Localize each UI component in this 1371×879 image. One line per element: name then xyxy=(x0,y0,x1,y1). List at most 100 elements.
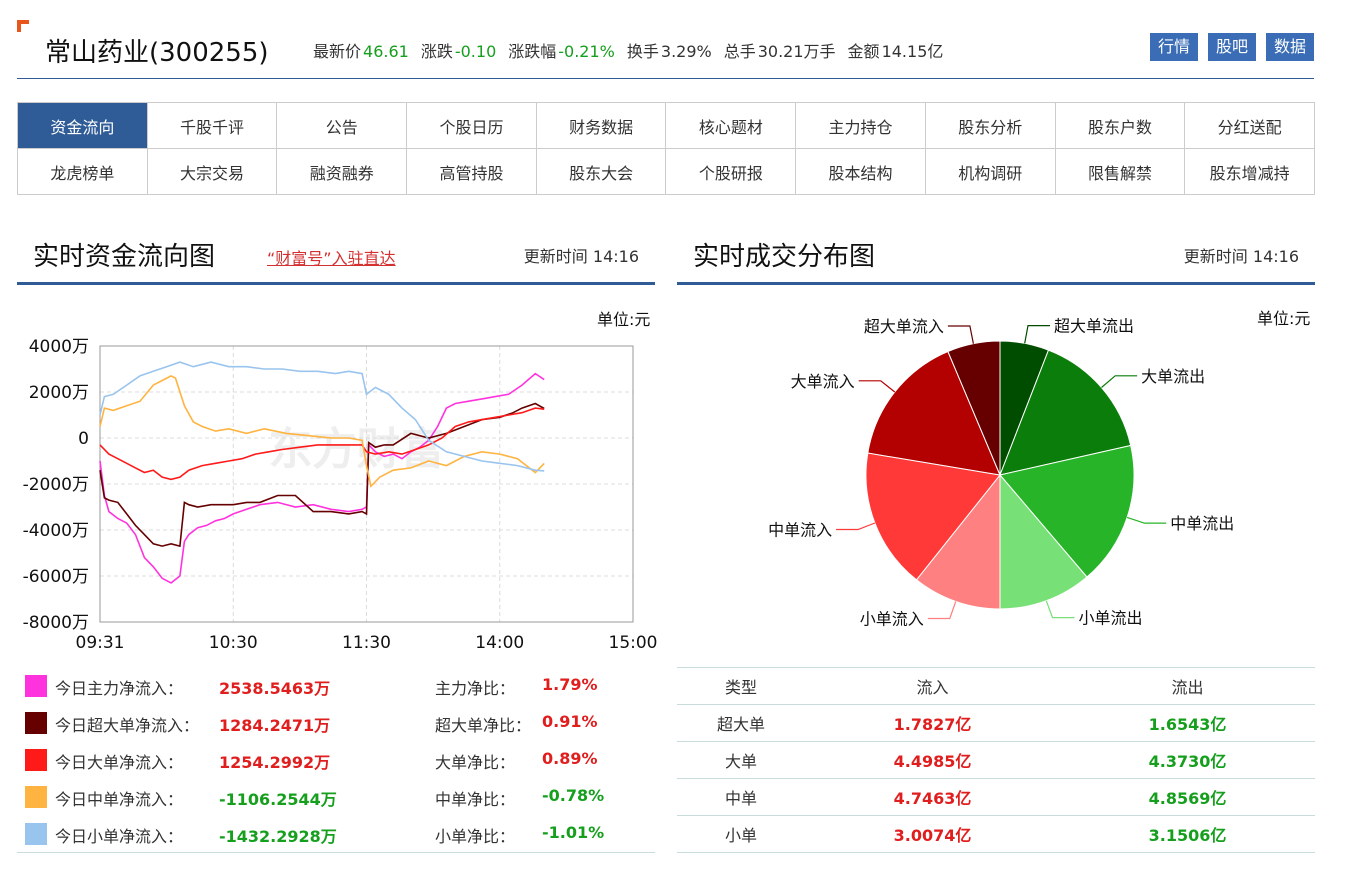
quote-item: 涨跌幅 -0.21% xyxy=(508,42,615,61)
nav-tab[interactable]: 分红送配 xyxy=(1185,103,1315,149)
update-time: 更新时间 14:16 xyxy=(523,247,639,266)
pie-slice xyxy=(999,349,1132,476)
chart-unit: 单位:元 xyxy=(597,310,651,329)
pie-leader-line xyxy=(1101,375,1138,388)
pie-label: 超大单流出 xyxy=(1054,317,1134,336)
pie-label: 中单流出 xyxy=(1170,514,1234,533)
pie-label: 大单流出 xyxy=(1141,367,1205,386)
table-inflow-cell: 1.7827亿 xyxy=(805,704,1060,742)
pie-label: 超大单流入 xyxy=(864,317,944,336)
data-button[interactable]: 数据 xyxy=(1265,33,1314,61)
nav-tab[interactable]: 股东户数 xyxy=(1055,103,1186,149)
quote-value: 14.15亿 xyxy=(881,42,944,61)
pie-slice xyxy=(865,452,1001,581)
pie-label: 中单流入 xyxy=(768,520,832,539)
pie-leader-line xyxy=(927,601,957,620)
nav-tab[interactable]: 个股研报 xyxy=(666,149,797,195)
quote-label: 最新价 xyxy=(313,42,362,61)
table-outflow-cell: 4.3730亿 xyxy=(1060,741,1315,779)
pie-unit: 单位:元 xyxy=(1257,309,1311,328)
legend-ratio-value: -0.78% xyxy=(542,786,605,805)
y-tick-label: -6000万 xyxy=(23,567,89,587)
market-button[interactable]: 行情 xyxy=(1149,33,1198,61)
nav-tab[interactable]: 龙虎榜单 xyxy=(18,149,148,195)
legend-row: 今日主力净流入： 2538.5463万 主力净比： 1.79% xyxy=(17,667,655,704)
header-buttons: 行情 股吧 数据 xyxy=(1149,33,1314,61)
table-type-cell: 中单 xyxy=(677,778,805,816)
quote-item: 换手 3.29% xyxy=(627,42,712,61)
nav-tab[interactable]: 个股日历 xyxy=(407,103,537,149)
quote-label: 换手 xyxy=(626,42,659,61)
table-row: 大单 4.4985亿 4.3730亿 xyxy=(677,741,1315,779)
nav-tab[interactable]: 高管持股 xyxy=(407,149,537,195)
quote-item: 最新价 46.61 xyxy=(313,42,409,61)
nav-tab[interactable]: 千股千评 xyxy=(147,103,278,149)
stock-title: 常山药业(300255) xyxy=(45,38,269,68)
table-type-cell: 大单 xyxy=(677,741,805,779)
watermark-text: 东方财富 xyxy=(269,424,445,475)
legend-swatch xyxy=(25,749,47,771)
forum-button[interactable]: 股吧 xyxy=(1207,33,1256,61)
pie-leader-line xyxy=(1024,325,1050,344)
quote-value: -0.21% xyxy=(558,42,615,61)
table-outflow-cell: 3.1506亿 xyxy=(1060,815,1315,853)
pie-slice xyxy=(915,473,1001,610)
legend-value: 1254.2992万 xyxy=(219,753,331,772)
nav-tab[interactable]: 大宗交易 xyxy=(147,149,278,195)
pie-label: 大单流入 xyxy=(791,372,855,391)
nav-tab[interactable]: 股东分析 xyxy=(925,103,1056,149)
series-line xyxy=(99,374,545,488)
capital-flow-header: 实时资金流向图 “财富号”入驻直达 更新时间 14:16 xyxy=(17,228,655,285)
trade-dist-header: 实时成交分布图 更新时间 14:16 xyxy=(677,228,1315,285)
pie-leader-line xyxy=(947,325,974,344)
stock-header: 常山药业(300255) 最新价 46.61 涨跌 -0.10 涨跌幅 -0.21% 换手 3… xyxy=(17,18,1314,79)
capital-flow-line-chart: 东方财富 4000万 2000万 0 -2000万 -4000万 -6000万 -8000万0… xyxy=(23,337,658,653)
legend-swatch xyxy=(25,786,47,808)
table-outflow-cell: 4.8569亿 xyxy=(1060,778,1315,816)
caifuhao-link[interactable]: “财富号”入驻直达 xyxy=(267,249,396,268)
nav-tab[interactable]: 主力持仓 xyxy=(796,103,926,149)
nav-tab[interactable]: 机构调研 xyxy=(925,149,1056,195)
series-line xyxy=(99,372,545,584)
x-tick-label: 10:30 xyxy=(209,633,258,653)
quote-item: 金额 14.15亿 xyxy=(848,42,944,61)
nav-tab[interactable]: 资金流向 xyxy=(18,103,148,149)
pie-leader-line xyxy=(836,522,876,531)
nav-tab[interactable]: 核心题材 xyxy=(666,103,797,149)
x-tick-label: 14:00 xyxy=(475,633,524,653)
nav-tab[interactable]: 限售解禁 xyxy=(1055,149,1186,195)
nav-tab[interactable]: 股本结构 xyxy=(796,149,926,195)
pie-slice xyxy=(999,473,1088,610)
legend-ratio-value: 0.89% xyxy=(542,749,598,768)
pie-label: 小单流入 xyxy=(860,609,924,628)
table-type-cell: 小单 xyxy=(677,815,805,853)
legend-swatch xyxy=(25,823,47,845)
y-tick-label: 4000万 xyxy=(29,337,89,357)
legend-row: 今日大单净流入： 1254.2992万 大单净比： 0.89% xyxy=(17,741,655,778)
corner-mark-icon xyxy=(17,20,31,34)
legend-ratio-label: 主力净比： xyxy=(435,679,516,698)
pie-leader-line xyxy=(1126,516,1167,524)
legend-value: 2538.5463万 xyxy=(219,679,331,698)
nav-tab[interactable]: 股东大会 xyxy=(536,149,667,195)
table-header: 流出 xyxy=(1060,667,1315,705)
nav-tab[interactable]: 股东增减持 xyxy=(1185,149,1315,195)
y-tick-label: -8000万 xyxy=(23,613,89,633)
nav-tab[interactable]: 公告 xyxy=(277,103,408,149)
legend-ratio-value: 1.79% xyxy=(542,675,598,694)
nav-tab[interactable]: 融资融券 xyxy=(277,149,408,195)
legend-label: 今日小单净流入： xyxy=(55,827,184,846)
nav-tab[interactable]: 财务数据 xyxy=(536,103,667,149)
legend-label: 今日大单净流入： xyxy=(55,753,184,772)
quote-label: 涨跌 xyxy=(420,42,453,61)
legend-swatch xyxy=(25,712,47,734)
legend-row: 今日超大单净流入： 1284.2471万 超大单净比： 0.91% xyxy=(17,704,655,741)
legend-ratio-label: 小单净比： xyxy=(435,827,516,846)
series-line xyxy=(99,402,545,548)
quote-value: -0.10 xyxy=(454,42,497,61)
legend-value: -1432.2928万 xyxy=(219,827,337,846)
quote-value: 30.21万手 xyxy=(757,42,836,61)
table-inflow-cell: 4.4985亿 xyxy=(805,741,1060,779)
capital-flow-title: 实时资金流向图 xyxy=(33,242,216,272)
table-header: 类型 xyxy=(677,667,805,705)
